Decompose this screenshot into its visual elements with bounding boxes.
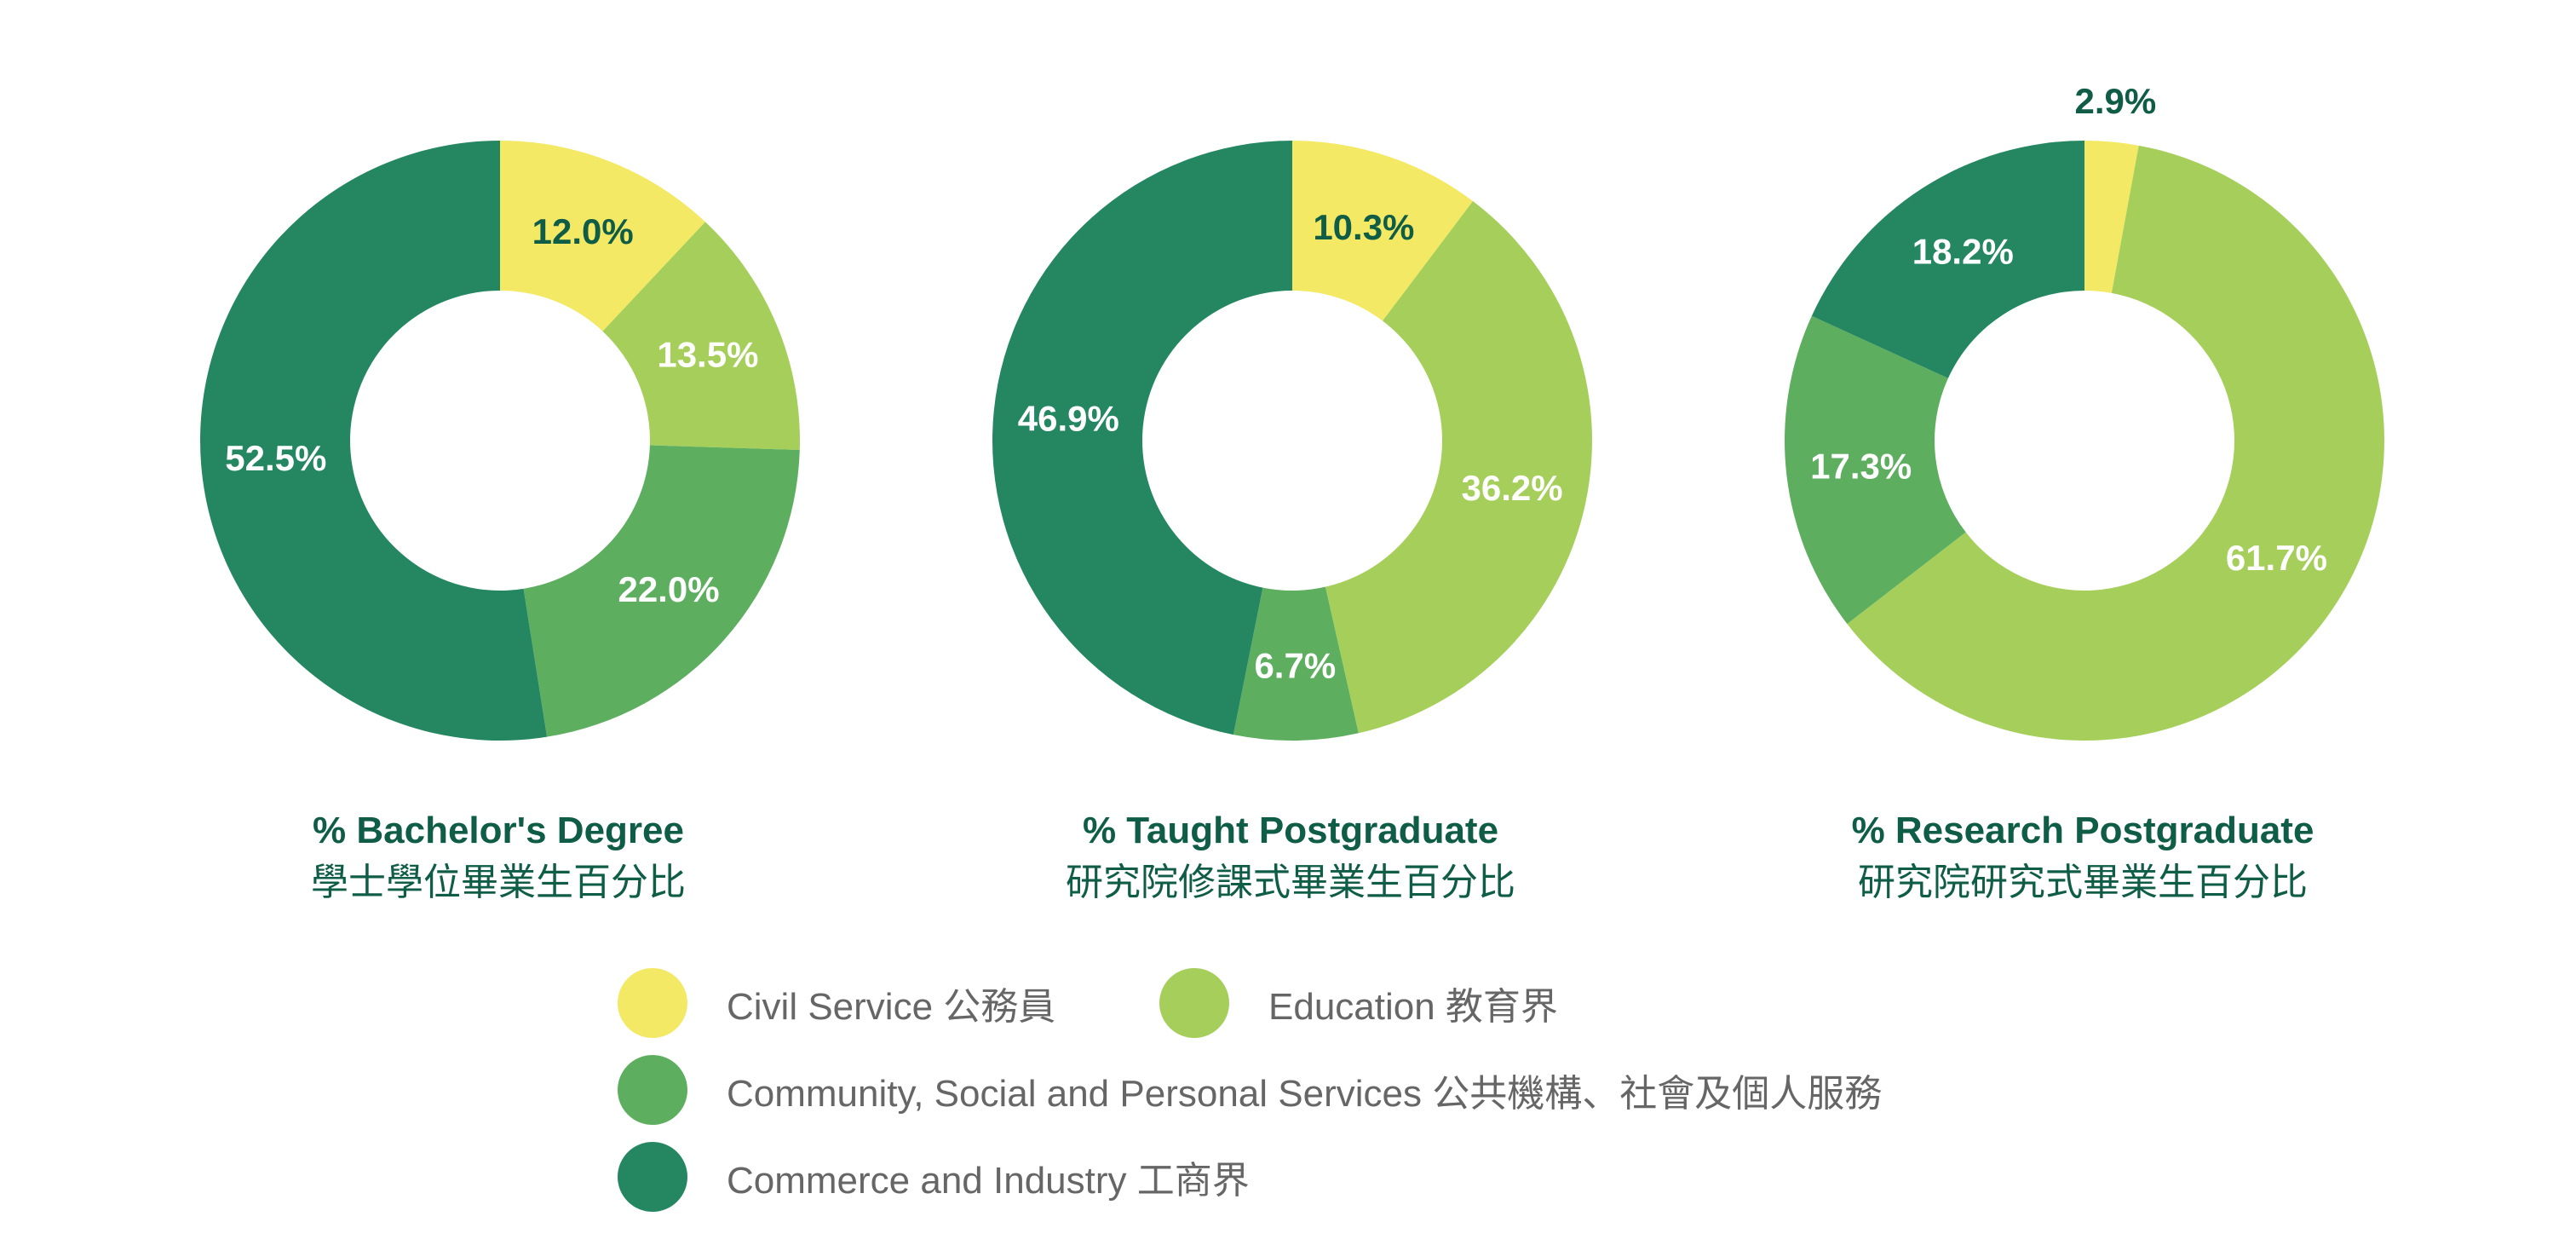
slice-label-education: 36.2%: [1462, 468, 1563, 508]
slice-label-commerce: 46.9%: [1018, 398, 1119, 438]
chart-subtitle: 研究院修課式畢業生百分比: [1066, 862, 1515, 903]
slice-label-civil-service: 12.0%: [532, 211, 634, 251]
slice-label-education: 13.5%: [657, 334, 758, 374]
slice-label-civil-service: 2.9%: [2074, 81, 2156, 121]
legend-item-civil-service: Civil Service 公務員: [618, 968, 1055, 1038]
chart-caption-taught: % Taught Postgraduate 研究院修課式畢業生百分比: [907, 805, 1674, 909]
legend-label: Education 教育界: [1268, 986, 1558, 1028]
chart-subtitle: 研究院研究式畢業生百分比: [1858, 862, 2308, 903]
legend-swatch: [618, 1055, 687, 1125]
legend-item-community: Community, Social and Personal Services …: [618, 1055, 1882, 1125]
slice-label-community: 17.3%: [1810, 447, 1912, 487]
slice-label-commerce: 18.2%: [1912, 231, 2014, 271]
chart-title: % Research Postgraduate: [1851, 810, 2314, 851]
donut-chart-bachelor: 12.0% 13.5% 22.0% 52.5%: [200, 141, 800, 741]
legend-swatch: [1159, 968, 1229, 1038]
slice-commerce: [1811, 141, 2084, 378]
slice-label-civil-service: 10.3%: [1313, 207, 1414, 247]
legend-label: Commerce and Industry 工商界: [727, 1160, 1250, 1202]
legend-label: Community, Social and Personal Services …: [727, 1073, 1883, 1115]
slice-label-community: 6.7%: [1254, 645, 1336, 685]
chart-title: % Bachelor's Degree: [313, 810, 684, 851]
slice-label-community: 22.0%: [618, 569, 719, 609]
slice-education: [1847, 145, 2385, 741]
slice-education: [1325, 201, 1592, 734]
chart-subtitle: 學士學位畢業生百分比: [311, 862, 686, 903]
donut-chart-research: 2.9% 61.7% 17.3% 18.2%: [1785, 81, 2385, 741]
slice-commerce: [200, 141, 548, 741]
legend-label: Civil Service 公務員: [727, 986, 1056, 1028]
slice-label-education: 61.7%: [2226, 538, 2327, 578]
chart-caption-research: % Research Postgraduate 研究院研究式畢業生百分比: [1699, 805, 2466, 909]
slice-community: [1785, 315, 1966, 625]
slice-community: [1233, 586, 1359, 741]
donut-chart-taught: 10.3% 36.2% 6.7% 46.9%: [992, 141, 1592, 741]
chart-caption-bachelor: % Bachelor's Degree 學士學位畢業生百分比: [115, 805, 882, 909]
slice-civil-service: [500, 141, 705, 331]
slice-label-commerce: 52.5%: [225, 438, 326, 478]
legend-item-commerce: Commerce and Industry 工商界: [618, 1142, 1250, 1212]
slice-civil-service: [1292, 141, 1474, 321]
chart-title: % Taught Postgraduate: [1082, 810, 1499, 851]
slice-commerce: [992, 141, 1292, 735]
legend-item-education: Education 教育界: [1159, 968, 1558, 1038]
slice-community: [523, 445, 800, 737]
slice-civil-service: [2084, 141, 2139, 293]
legend-swatch: [618, 968, 687, 1038]
legend-swatch: [618, 1142, 687, 1212]
slice-education: [602, 222, 800, 451]
